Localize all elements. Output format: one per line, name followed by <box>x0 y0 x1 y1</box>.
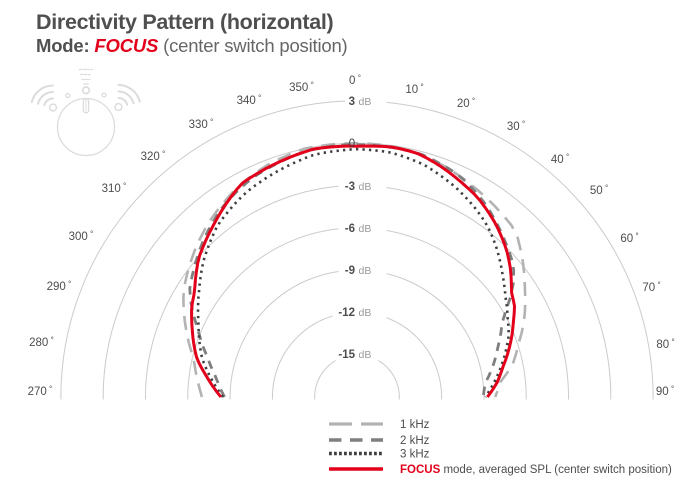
svg-text:2 kHz: 2 kHz <box>400 435 430 447</box>
svg-text:dB: dB <box>359 265 372 277</box>
svg-text:350 °: 350 ° <box>289 81 314 95</box>
svg-text:310 °: 310 ° <box>102 182 127 196</box>
svg-text:-12: -12 <box>338 307 355 319</box>
svg-text:dB: dB <box>359 307 372 319</box>
svg-text:-6: -6 <box>345 223 355 235</box>
svg-text:20 °: 20 ° <box>457 97 475 111</box>
svg-text:3: 3 <box>349 96 355 108</box>
svg-text:40 °: 40 ° <box>551 153 569 167</box>
svg-text:Mode: FOCUS (center switch pos: Mode: FOCUS (center switch position) <box>36 35 348 56</box>
svg-text:0 °: 0 ° <box>349 74 361 88</box>
svg-text:-15: -15 <box>338 349 355 361</box>
svg-text:-9: -9 <box>345 265 355 277</box>
svg-text:50 °: 50 ° <box>590 184 608 198</box>
svg-text:320 °: 320 ° <box>141 150 166 164</box>
svg-text:60 °: 60 ° <box>620 232 638 246</box>
svg-text:Directivity Pattern (horizonta: Directivity Pattern (horizontal) <box>36 10 334 34</box>
svg-text:dB: dB <box>359 223 372 235</box>
svg-text:dB: dB <box>359 96 372 108</box>
svg-text:10 °: 10 ° <box>405 83 423 97</box>
svg-text:270 °: 270 ° <box>28 385 53 399</box>
svg-text:340 °: 340 ° <box>237 94 262 108</box>
svg-text:dB: dB <box>359 181 372 193</box>
svg-text:1 kHz: 1 kHz <box>400 419 430 431</box>
svg-text:3 kHz: 3 kHz <box>400 449 430 461</box>
svg-text:330 °: 330 ° <box>189 118 214 132</box>
svg-text:280 °: 280 ° <box>29 336 54 350</box>
svg-text:dB: dB <box>359 349 372 361</box>
svg-text:30 °: 30 ° <box>507 120 525 134</box>
svg-text:90 °: 90 ° <box>656 385 674 399</box>
svg-text:70 °: 70 ° <box>642 281 660 295</box>
svg-text:80 °: 80 ° <box>656 338 674 352</box>
svg-text:-3: -3 <box>345 181 355 193</box>
svg-text:0: 0 <box>349 138 355 150</box>
svg-text:FOCUS mode, averaged SPL (cent: FOCUS mode, averaged SPL (center switch … <box>400 464 672 476</box>
svg-text:300 °: 300 ° <box>69 230 94 244</box>
svg-text:290 °: 290 ° <box>47 280 72 294</box>
